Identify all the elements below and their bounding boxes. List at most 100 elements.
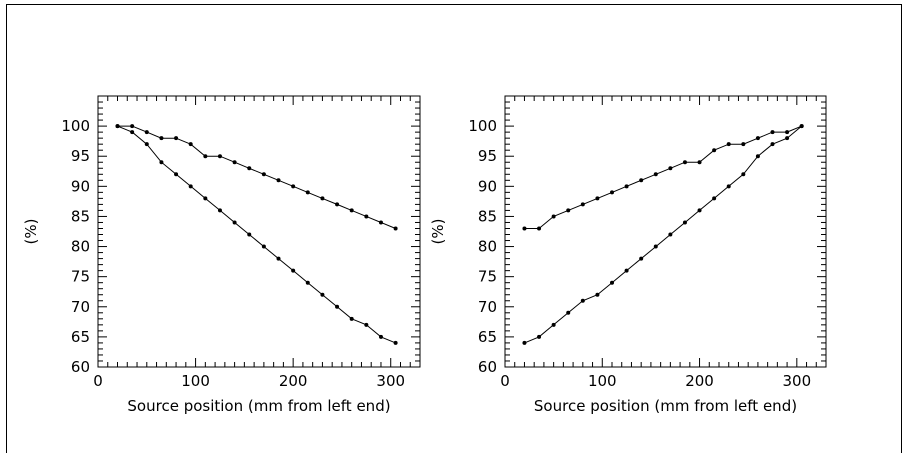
series-1-point [668,166,673,171]
series-1-point [159,136,164,141]
series-1-point [364,214,369,219]
series-2-point [726,184,731,189]
x-axis-title: Source position (mm from left end) [534,397,797,415]
series-1-point [261,172,266,177]
series-2-point [159,160,164,165]
series-1-point [130,124,135,129]
series-1-point [770,130,775,135]
series-1-point [393,226,398,231]
series-2-point [697,208,702,213]
x-tick-label: 200 [685,372,714,390]
figure-frame [6,4,902,453]
series-1-point [785,130,790,135]
series-1-point [610,190,614,195]
series-2-point [188,184,193,189]
series-2-point [320,292,325,297]
series-1-point [522,226,527,231]
series-2-point [653,244,658,249]
x-tick-label: 0 [500,372,510,390]
series-2-point [712,196,717,201]
series-2-point [115,124,120,129]
series-2-point [799,124,804,129]
series-1-point [682,160,687,165]
series-2-point [595,292,600,297]
series-2-point [785,136,790,141]
series-1-point [144,130,149,135]
y-tick-label: 85 [478,207,497,225]
y-tick-label: 75 [71,268,90,286]
series-1-point [566,208,571,213]
series-1-line [117,125,396,229]
x-tick-label: 0 [93,372,103,390]
y-tick-label: 90 [478,177,497,195]
y-axis-title: (%) [22,219,40,245]
series-2-point [364,322,369,327]
y-tick-label: 80 [478,238,497,256]
series-1-point [188,142,193,147]
series-2-point [144,142,149,147]
series-1-point [349,208,354,213]
series-2-point [130,130,135,135]
series-1-point [653,172,658,177]
series-2-point [755,154,760,159]
series-1-point [712,148,717,153]
y-tick-label: 65 [71,328,90,346]
y-tick-label: 95 [478,147,497,165]
y-axis-title: (%) [429,219,447,245]
series-1-point [624,184,629,189]
series-1-point [378,220,383,225]
series-1-point [276,178,281,183]
series-1-point [232,160,237,165]
x-tick-label: 200 [279,372,308,390]
series-2-point [522,340,527,345]
series-2-point [261,244,266,249]
series-2-point [378,334,383,339]
series-1-point [305,190,310,195]
series-1-point [247,166,252,171]
y-tick-label: 75 [478,268,497,286]
series-2-point [291,268,296,273]
series-2-line [117,125,396,344]
series-1-point [639,178,644,183]
series-2-point [247,232,252,237]
y-tick-label: 95 [71,147,90,165]
y-tick-label: 65 [478,328,497,346]
y-tick-label: 70 [478,298,497,316]
series-1-point [580,202,585,207]
chart-panel-1: 60 65 70 75 80 85 90 95 100 0 100 200 300 Source posi… [22,95,421,415]
series-1-point [335,202,340,207]
series-1-point [320,196,325,201]
series-2-point [203,196,208,201]
series-2-point [537,334,542,339]
y-tick-label: 85 [71,207,90,225]
series-2-point [682,220,687,225]
series-2-line [524,125,803,344]
series-1-point [741,142,746,147]
series-2-point [639,256,644,261]
plot-frame [504,95,827,368]
series-2-point [174,172,179,177]
series-2-point [610,280,614,285]
plot-frame [97,95,421,368]
y-tick-label: 100 [61,117,90,135]
y-tick-label: 90 [71,177,90,195]
series-2-point [551,322,556,327]
y-tick-label: 70 [71,298,90,316]
series-2-point [580,298,585,303]
y-tick-label: 60 [71,358,90,376]
series-1-point [203,154,208,159]
series-2-point [349,316,354,321]
series-1-point [595,196,600,201]
series-2-point [276,256,281,261]
x-axis-title: Source position (mm from left end) [127,397,390,415]
y-tick-label: 100 [468,117,497,135]
series-1-point [291,184,296,189]
chart-panel-2: 60 65 70 75 80 85 90 95 100 0 100 200 300 Source posi… [429,95,827,415]
y-tick-label: 80 [71,238,90,256]
series-1-point [697,160,702,165]
x-tick-label: 300 [782,372,811,390]
series-1-point [217,154,222,159]
series-1-line [524,125,802,229]
series-2-point [335,304,340,309]
